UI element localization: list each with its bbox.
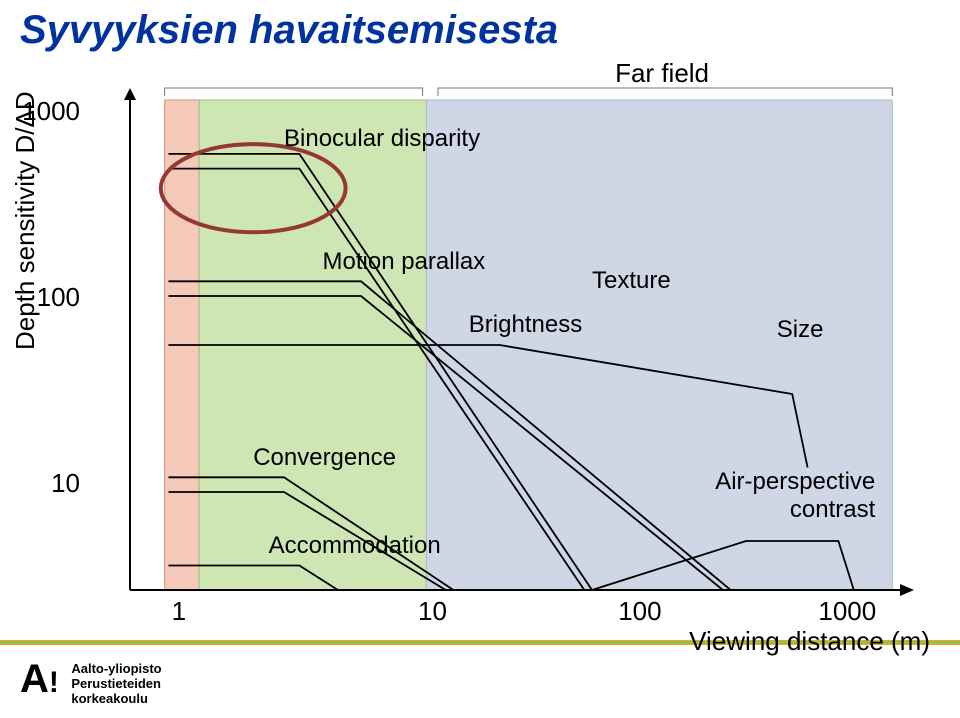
cue-label-brightness: Brightness [469,311,582,339]
logo-line-3: korkeakoulu [71,691,161,706]
y-tick: 100 [20,282,80,313]
x-tick: 10 [418,596,447,627]
y-tick: 1000 [20,96,80,127]
logo: A! Aalto-yliopisto Perustieteiden korkea… [20,661,162,706]
x-tick: 1000 [818,596,876,627]
cue-label-convergence: Convergence [253,444,396,472]
x-axis-arrow [900,584,914,596]
cue-label-motion-parallax: Motion parallax [323,248,486,276]
x-axis-label: Viewing distance (m) [689,626,930,657]
slide: Syvyyksien havaitsemisesta Depth sensiti… [0,0,960,718]
logo-line-1: Aalto-yliopisto [71,661,161,676]
cue-label-size: Size [777,316,824,344]
cue-label-texture: Texture [592,267,671,295]
bracket [438,88,892,96]
page-title: Syvyyksien havaitsemisesta [20,8,558,53]
logo-text: Aalto-yliopisto Perustieteiden korkeakou… [71,661,161,706]
x-tick: 1 [172,596,186,627]
y-axis-arrow [124,88,136,100]
logo-mark: A! [20,661,59,701]
cue-label-air-perspective-contrast: Air-perspectivecontrast [715,468,875,524]
cue-label-accommodation: Accommodation [269,532,441,560]
x-tick: 100 [618,596,661,627]
bracket [165,88,423,96]
y-tick: 10 [20,468,80,499]
logo-line-2: Perustieteiden [71,676,161,691]
cue-label-binocular-disparity: Binocular disparity [284,125,480,153]
far-field-label: Far field [615,58,709,89]
chart [90,80,920,620]
